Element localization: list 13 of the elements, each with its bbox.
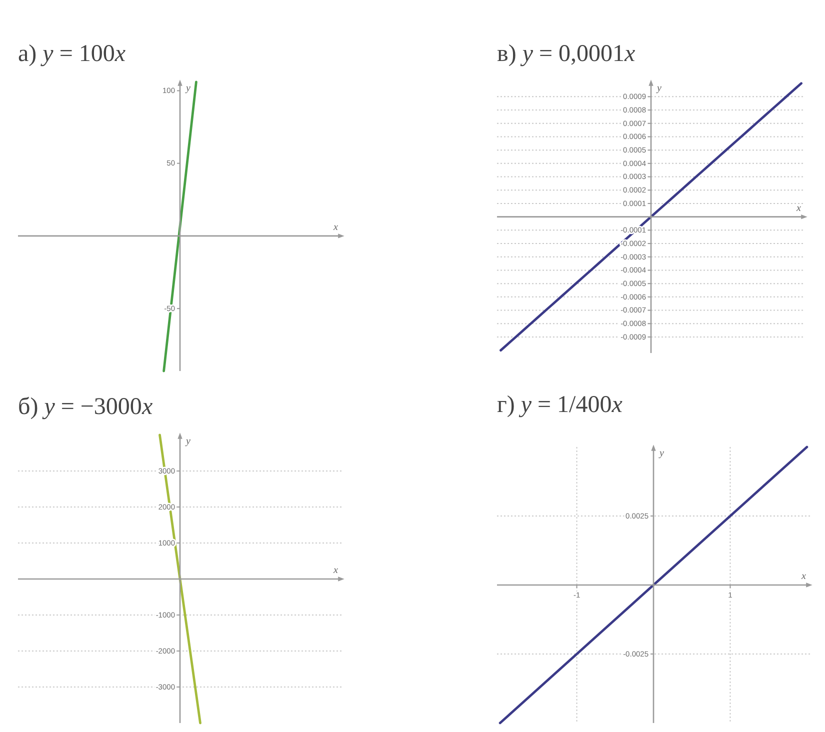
y-axis-title: y bbox=[185, 436, 191, 447]
chart-title: б) y = −3000x bbox=[18, 394, 153, 420]
x-axis-title: x bbox=[332, 565, 339, 576]
line-series bbox=[500, 82, 802, 352]
y-axis-title: y bbox=[658, 448, 664, 459]
chart-title: г) y = 1/400x bbox=[497, 392, 623, 418]
x-axis-title: x bbox=[332, 222, 339, 233]
y-axis-title: y bbox=[656, 83, 662, 94]
x-axis-title: x bbox=[796, 202, 802, 214]
chart-title: в) y = 0,0001x bbox=[497, 41, 636, 67]
x-axis-title: x bbox=[800, 571, 807, 582]
chart-title: а) y = 100x bbox=[18, 41, 126, 67]
y-axis-title: y bbox=[185, 83, 191, 94]
